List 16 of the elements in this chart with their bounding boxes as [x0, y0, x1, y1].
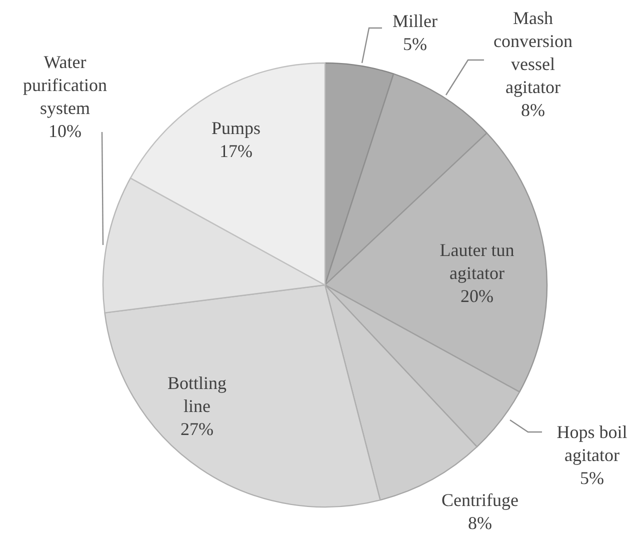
slice-label: Centrifuge	[442, 490, 518, 510]
slice-label: Water purification system	[23, 52, 107, 118]
data-label: 8%	[521, 100, 545, 120]
data-label: 5%	[580, 468, 604, 488]
data-label: 17%	[220, 141, 252, 161]
data-label: 27%	[180, 419, 214, 439]
data-label: 8%	[468, 513, 492, 533]
data-label: 20%	[460, 286, 494, 306]
slice-label: Miller	[392, 11, 438, 31]
slice-label: Lauter tun agitator	[440, 240, 514, 283]
slice-label: Hops boil agitator	[556, 422, 628, 465]
data-label: 10%	[48, 121, 82, 141]
slice-label: Pumps	[211, 118, 261, 138]
data-label: 5%	[403, 34, 427, 54]
slice-label: Bottling line	[167, 373, 227, 416]
slice-label: Mash conversion vessel agitator	[494, 8, 572, 97]
